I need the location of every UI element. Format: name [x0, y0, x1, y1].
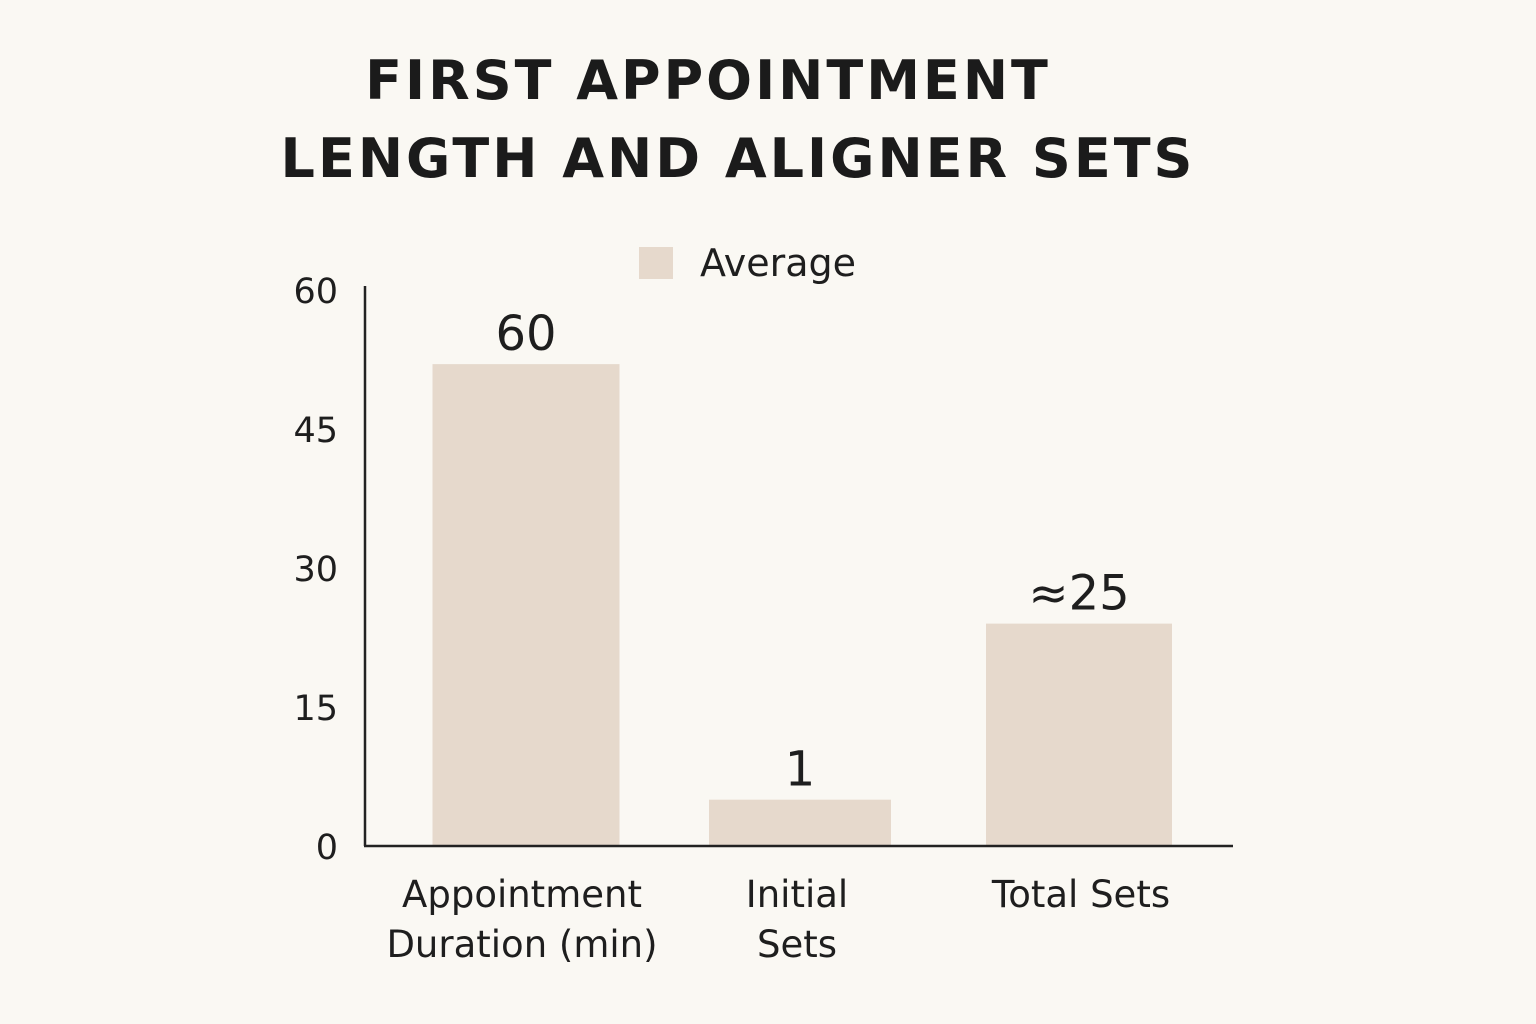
- x-category-label: Appointment: [402, 873, 642, 916]
- bar: [432, 364, 620, 846]
- bar: [709, 799, 891, 846]
- x-category-label: Duration (min): [386, 923, 657, 966]
- x-category-label: Initial: [746, 873, 848, 916]
- bar-value-label: ≈25: [1028, 566, 1129, 622]
- bar-value-label: 60: [495, 306, 556, 362]
- bar-value-label: 1: [785, 742, 816, 798]
- bar: [986, 623, 1172, 846]
- chart-title-line-2: LENGTH AND ALIGNER SETS: [280, 127, 1196, 190]
- legend-label: Average: [700, 241, 856, 285]
- chart-title-line-1: FIRST APPOINTMENT: [365, 49, 1051, 112]
- y-tick-label: 30: [293, 550, 338, 590]
- y-tick-label: 0: [316, 828, 338, 868]
- legend-swatch: [639, 247, 673, 279]
- y-tick-label: 60: [293, 272, 338, 312]
- x-category-label: Total Sets: [991, 873, 1170, 916]
- y-tick-label: 15: [293, 689, 338, 729]
- y-tick-label: 45: [293, 411, 338, 451]
- x-category-label: Sets: [757, 923, 837, 966]
